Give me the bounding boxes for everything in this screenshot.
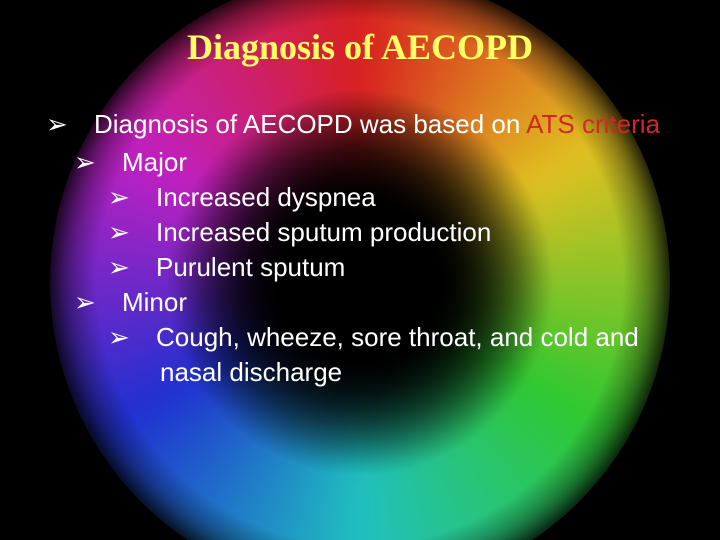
bullet-minor-item: ➢Cough, wheeze, sore throat, and cold an… (130, 320, 680, 390)
bullet-text-ats: ATS criteria (526, 109, 660, 139)
bullet-major-item: ➢Increased dyspnea (130, 180, 680, 215)
bullet-major-item: ➢Increased sputum production (130, 215, 680, 250)
bullet-text-part1: Diagnosis of AECOPD was based on (94, 109, 526, 139)
bullet-text: Major (122, 147, 187, 177)
bullet-text: Cough, wheeze, sore throat, and cold and… (156, 322, 639, 387)
bullet-text: Minor (122, 287, 187, 317)
bullet-major: ➢Major (96, 145, 720, 180)
slide-title: Diagnosis of AECOPD (0, 26, 720, 68)
bullet-text: Purulent sputum (156, 252, 345, 282)
bullet-text: Increased sputum production (156, 217, 491, 247)
bullet-major-item: ➢Purulent sputum (130, 250, 680, 285)
bullet-icon: ➢ (134, 320, 156, 355)
bullet-diagnosis-basis: ➢Diagnosis of AECOPD was based on ATS cr… (46, 108, 690, 141)
bullet-icon: ➢ (134, 215, 156, 250)
bullet-icon: ➢ (100, 285, 122, 320)
bullet-minor: ➢Minor (96, 285, 720, 320)
bullet-text: Increased dyspnea (156, 182, 376, 212)
bullet-icon: ➢ (100, 145, 122, 180)
bullet-icon: ➢ (134, 180, 156, 215)
bullet-icon: ➢ (72, 108, 94, 141)
bullet-icon: ➢ (134, 250, 156, 285)
slide-content: Diagnosis of AECOPD ➢Diagnosis of AECOPD… (0, 0, 720, 540)
